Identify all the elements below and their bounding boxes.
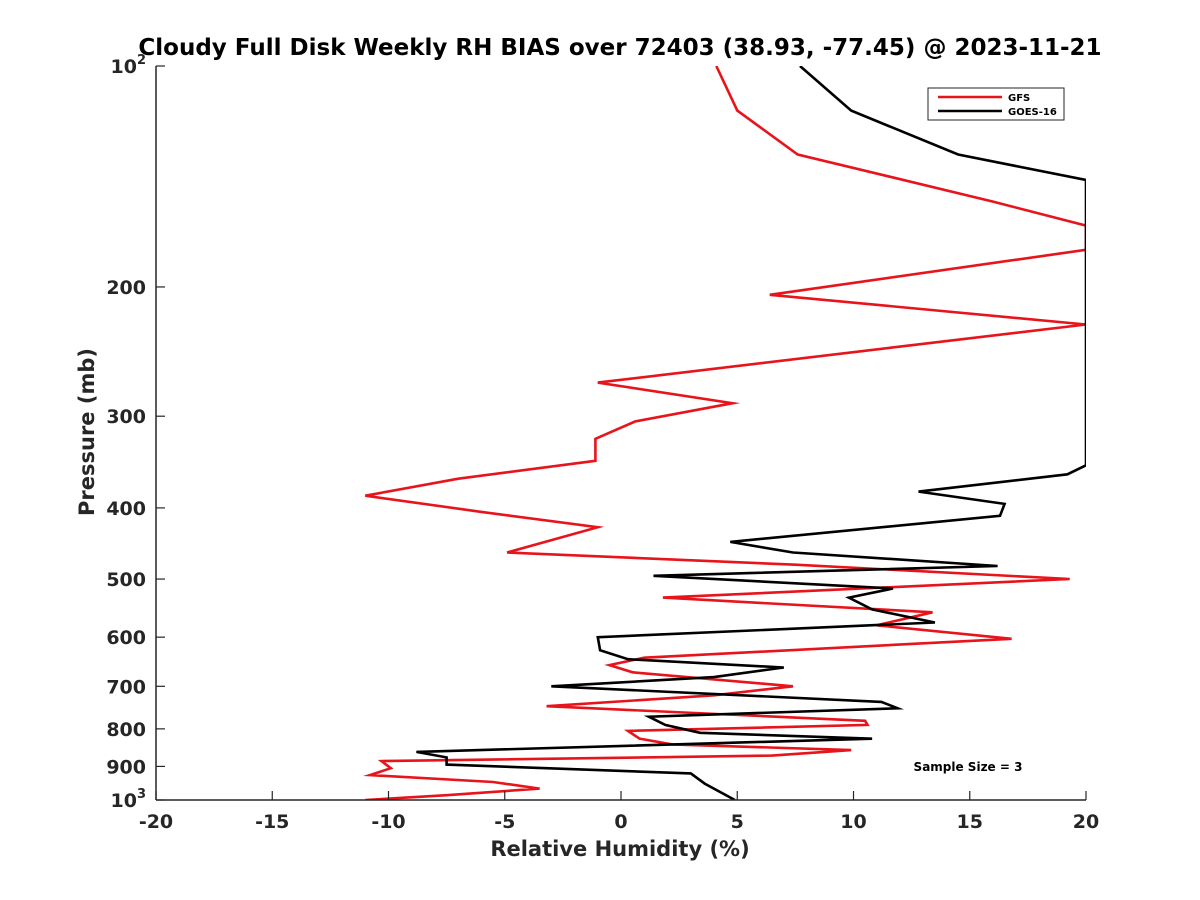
legend-label-gfs: GFS (1008, 93, 1030, 104)
x-tick-label: -15 (255, 811, 289, 833)
x-tick-label: 5 (731, 811, 744, 833)
series-line-goes-16 (416, 66, 1086, 800)
y-axis-label: Pressure (mb) (75, 348, 99, 516)
series-line-gfs (362, 66, 1086, 800)
y-tick-label: 600 (106, 627, 146, 649)
x-tick-label: 20 (1073, 811, 1099, 833)
y-tick-label: 200 (106, 277, 146, 299)
x-tick-label: -5 (494, 811, 515, 833)
y-tick-label: 800 (106, 719, 146, 741)
x-tick-label: 10 (840, 811, 866, 833)
series-layer (362, 66, 1086, 800)
legend-box (927, 87, 1065, 121)
x-axis-label: Relative Humidity (%) (490, 837, 749, 861)
x-tick-label: 0 (614, 811, 627, 833)
legend: GFS GOES-16 (927, 87, 1065, 121)
y-tick-label: 300 (106, 406, 146, 428)
y-tick-label: 900 (106, 756, 146, 778)
y-tick-label: 400 (106, 498, 146, 520)
x-tick-label: -10 (371, 811, 405, 833)
x-tick-label: 15 (957, 811, 983, 833)
plot-background (156, 66, 1086, 800)
legend-label-goes-16: GOES-16 (1008, 107, 1057, 118)
chart-title: Cloudy Full Disk Weekly RH BIAS over 724… (138, 35, 1101, 61)
y-tick-label: 500 (106, 569, 146, 591)
x-tick-label: -20 (139, 811, 173, 833)
sample-size-annotation: Sample Size = 3 (914, 760, 1023, 774)
plot-area (156, 66, 1086, 800)
y-tick-label: 700 (106, 676, 146, 698)
